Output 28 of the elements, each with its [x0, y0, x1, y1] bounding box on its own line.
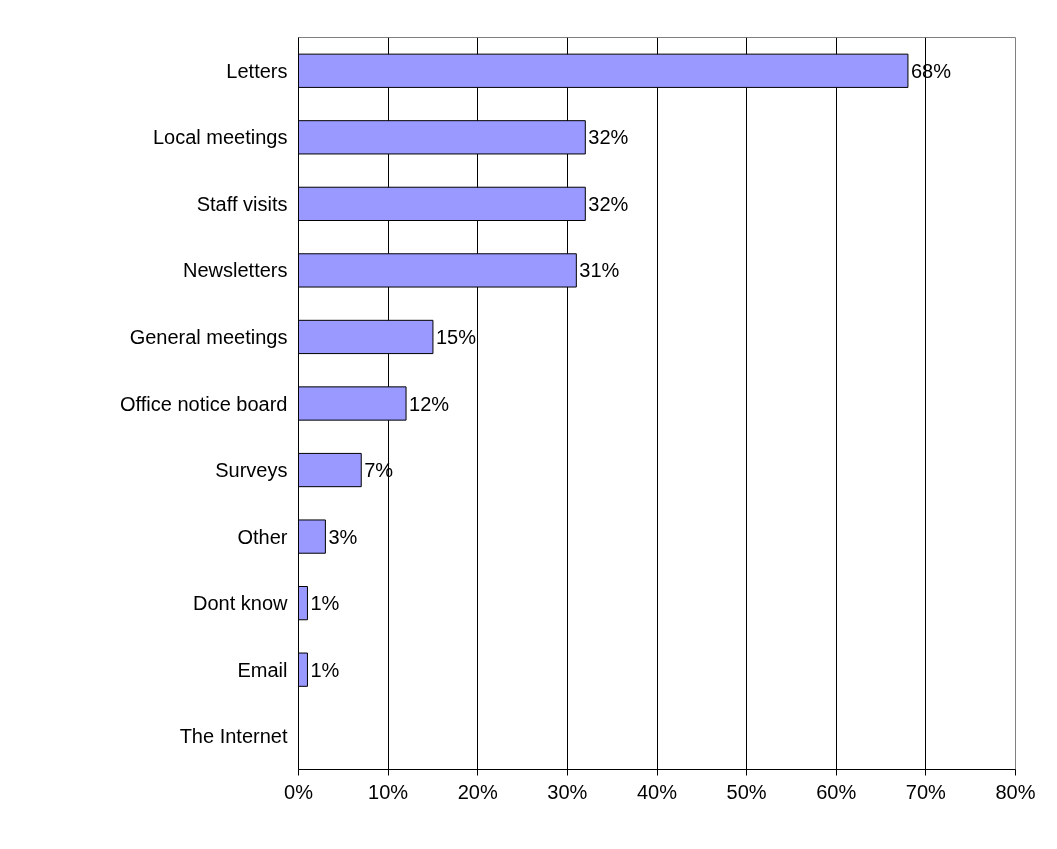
data-label: 1% — [310, 658, 340, 681]
y-tick-label: Staff visits — [196, 192, 288, 215]
y-tick-label: Local meetings — [152, 126, 288, 149]
y-tick-label: General meetings — [129, 325, 288, 348]
x-tick-label: 20% — [457, 780, 498, 803]
data-label: 15% — [435, 325, 477, 348]
data-label: 32% — [588, 192, 629, 215]
y-tick-label: Other — [237, 525, 288, 548]
data-label: 3% — [328, 525, 358, 548]
y-tick-label: Office notice board — [119, 392, 288, 415]
y-tick-label: Email — [237, 658, 288, 681]
x-tick-label: 50% — [726, 780, 767, 803]
y-tick-label: The Internet — [179, 725, 288, 748]
y-tick-label: Dont know — [193, 592, 289, 615]
x-tick-label: 70% — [905, 780, 947, 803]
data-label: 1% — [310, 592, 340, 615]
y-tick-label: Surveys — [215, 459, 288, 482]
x-tick-label: 80% — [995, 780, 1036, 803]
y-tick-label: Letters — [226, 59, 288, 82]
x-tick-label: 60% — [816, 780, 857, 803]
x-tick-label: 30% — [547, 780, 588, 803]
data-label: 31% — [579, 259, 620, 282]
x-tick-label: 0% — [284, 780, 314, 803]
x-tick-label: 10% — [368, 780, 409, 803]
data-label: 12% — [409, 392, 450, 415]
y-tick-label: Newsletters — [183, 259, 288, 282]
data-label: 32% — [588, 126, 629, 149]
x-tick-label: 40% — [636, 780, 678, 803]
